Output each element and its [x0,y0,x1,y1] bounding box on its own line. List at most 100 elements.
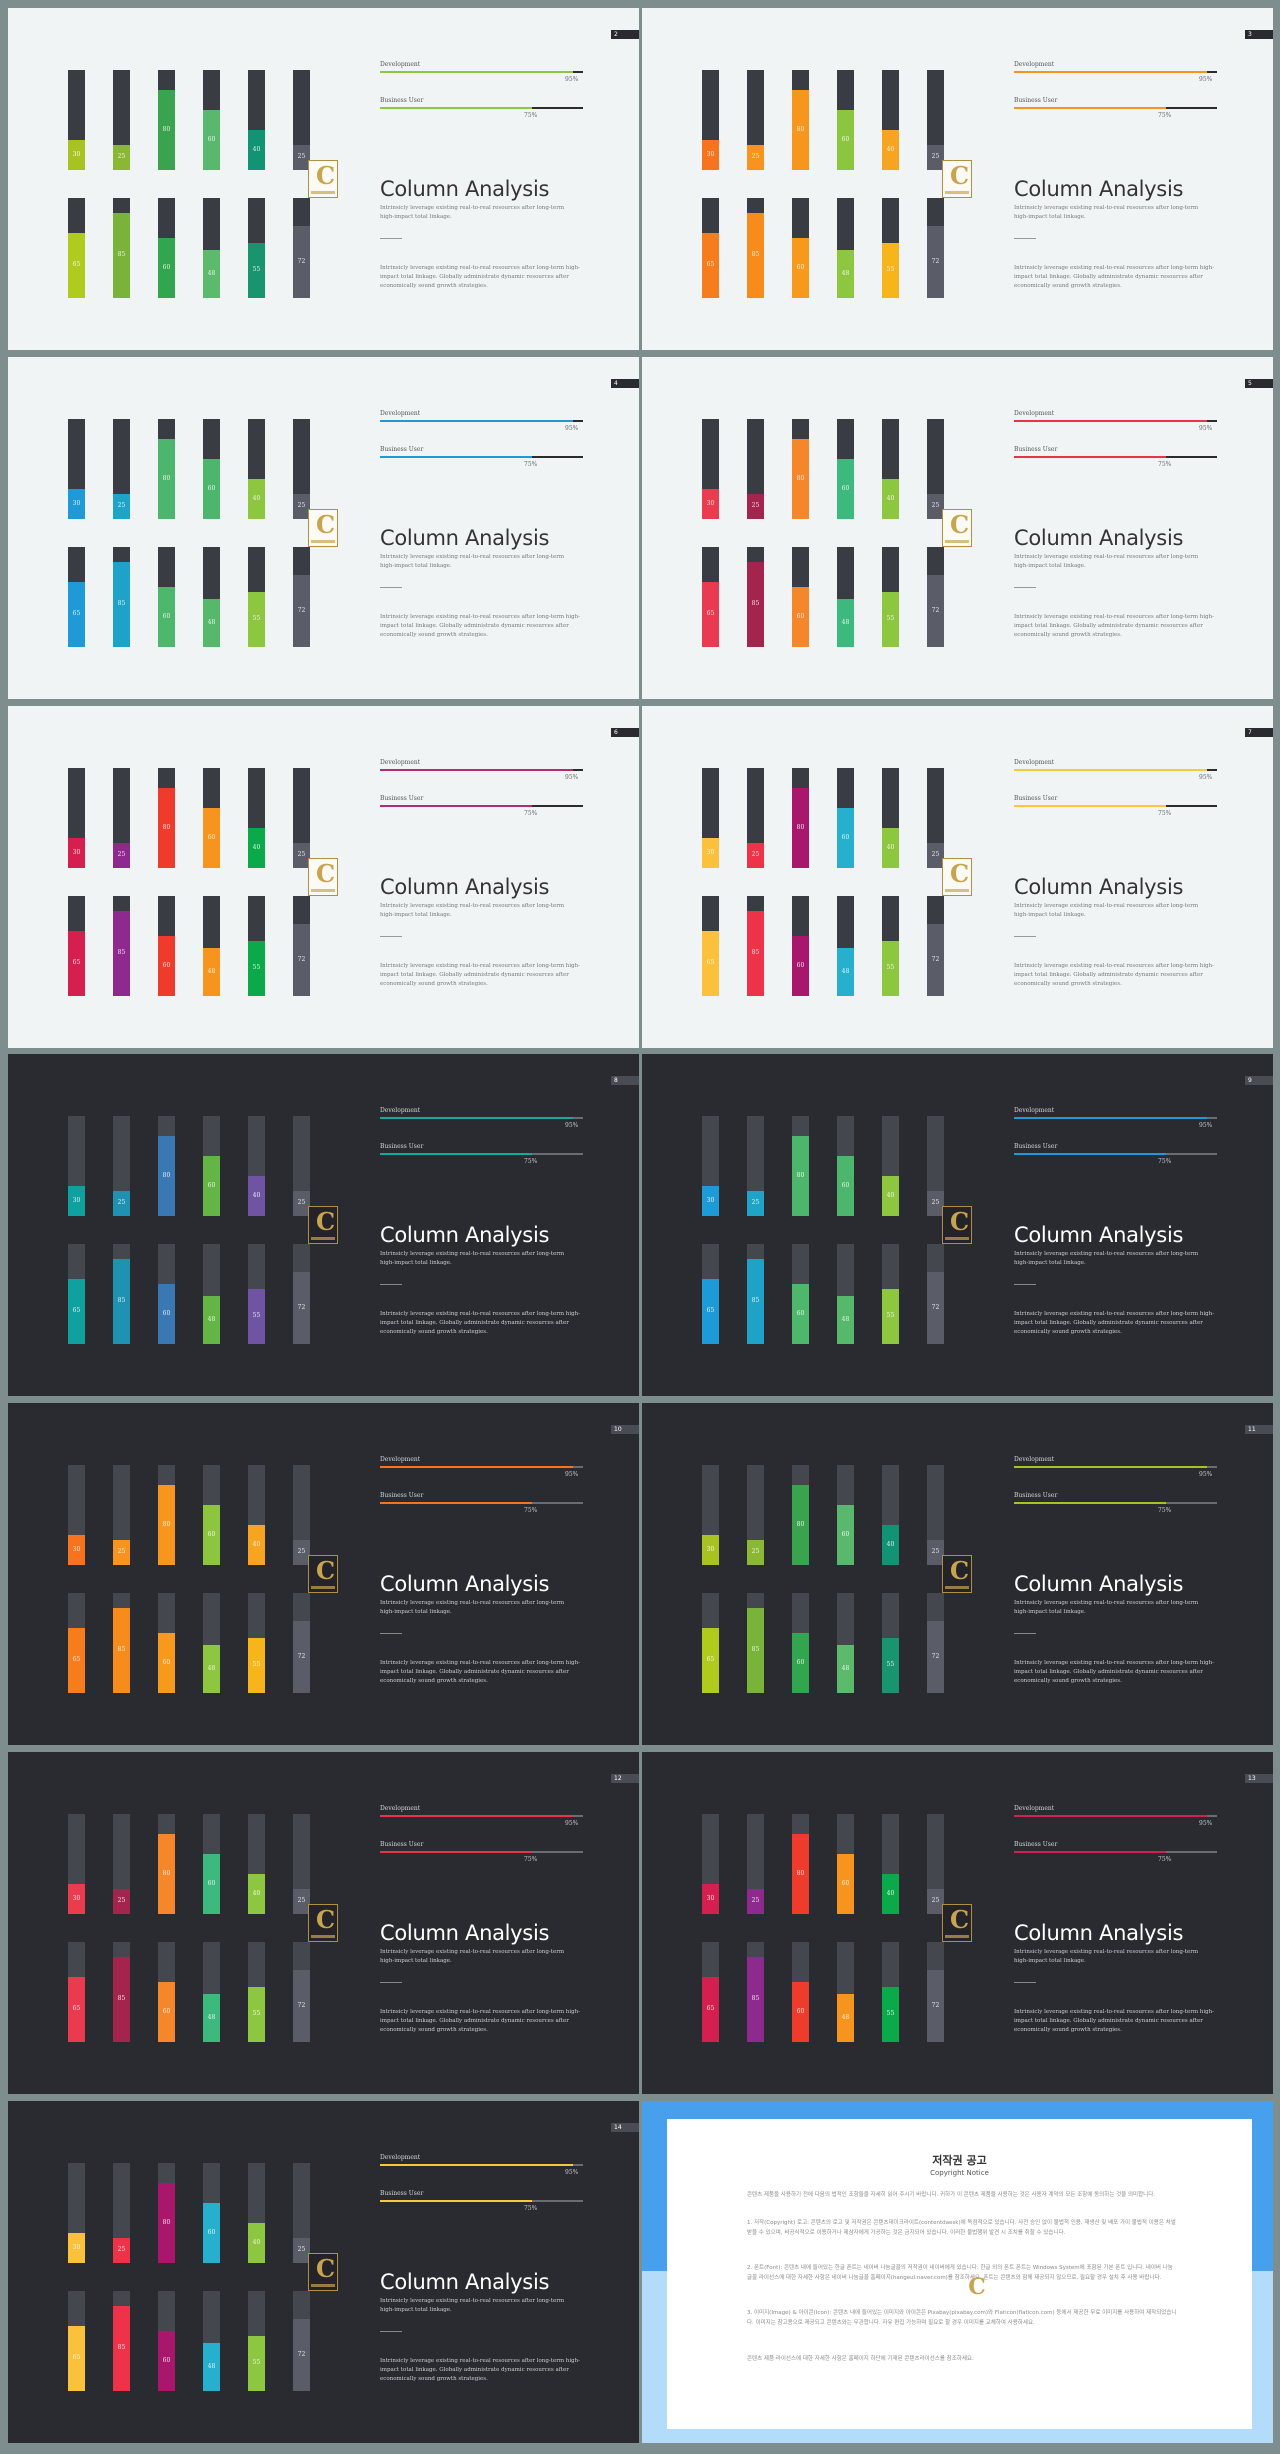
column-value-label: 65 [706,1656,715,1663]
column-value-label: 25 [751,1548,760,1555]
slide-10[interactable]: 10 30 25 80 60 40 25 65 85 60 48 55 72 C Development 95… [8,1403,639,1745]
logo-underline [311,1935,335,1938]
slide-12[interactable]: 12 30 25 80 60 40 25 65 85 60 48 55 72 C Development 95… [8,1752,639,2094]
progress-percent: 95% [1199,774,1213,781]
progress-fill [380,1502,533,1504]
column-value-label: 85 [117,949,126,956]
column-value-label: 40 [886,1541,895,1548]
slide-description: Intrinsicly leverage existing real-to-re… [380,2358,581,2382]
column-value-label: 65 [706,959,715,966]
bottom-column-1: 65 [68,2291,85,2391]
column-value-label: 60 [162,1310,171,1317]
slide-3[interactable]: 3 30 25 80 60 40 25 65 85 60 48 55 72 C Development 95%… [642,8,1273,350]
column-fill [68,1628,85,1693]
progress-fill [1014,1502,1167,1504]
progress-fill [1014,805,1167,807]
column-fill [882,243,899,298]
bottom-column-6: 72 [927,1942,944,2042]
slide-14[interactable]: 14 30 25 80 60 40 25 65 85 60 48 55 72 C Development 95… [8,2101,639,2443]
column-fill [248,828,265,868]
column-fill [113,1259,130,1344]
progress-percent: 75% [524,1507,538,1514]
progress-fill [1014,1851,1167,1853]
slide-13[interactable]: 13 30 25 80 60 40 25 65 85 60 48 55 72 C Development 95… [642,1752,1273,2094]
progress-percent: 75% [524,112,538,119]
column-value-label: 55 [252,2010,261,2017]
bottom-column-5: 55 [882,1244,899,1344]
column-value-label: 60 [796,1659,805,1666]
progress-fill [1014,1466,1207,1468]
progress-percent: 95% [565,1820,579,1827]
slide-11[interactable]: 11 30 25 80 60 40 25 65 85 60 48 55 72 C Development 95… [642,1403,1273,1745]
top-column-5: 40 [248,1465,265,1565]
top-column-6: 25 [927,768,944,868]
slide-subtitle: Intrinsicly leverage existing real-to-re… [380,1949,565,1964]
top-column-5: 40 [882,1116,899,1216]
slide-6[interactable]: 6 30 25 80 60 40 25 65 85 60 48 55 72 C Development 95%… [8,706,639,1048]
top-column-3: 80 [158,768,175,868]
column-fill [882,1874,899,1914]
slide-4[interactable]: 4 30 25 80 60 40 25 65 85 60 48 55 72 C Development 95%… [8,357,639,699]
top-column-1: 30 [68,1814,85,1914]
logo-underline [311,1237,335,1240]
column-value-label: 55 [252,964,261,971]
top-column-3: 80 [158,1116,175,1216]
column-value-label: 25 [117,153,126,160]
slide-7[interactable]: 7 30 25 80 60 40 25 65 85 60 48 55 72 C Development 95%… [642,706,1273,1048]
column-value-label: 48 [207,968,216,975]
copyright-paragraph: 콘텐츠 제품을 사용하기 전에 다음의 법적인 조항들을 자세히 읽어 주시기 … [747,2192,1156,2198]
column-value-label: 55 [886,964,895,971]
column-value-label: 60 [841,1531,850,1538]
column-value-label: 65 [72,959,81,966]
bottom-column-3: 60 [158,2291,175,2391]
page-number: 6 [611,728,639,737]
progress-percent: 95% [565,76,579,83]
slide-8[interactable]: 8 30 25 80 60 40 25 65 85 60 48 55 72 C Development 95%… [8,1054,639,1396]
column-fill [882,479,899,519]
progress-percent: 75% [1158,112,1172,119]
slide-5[interactable]: 5 30 25 80 60 40 25 65 85 60 48 55 72 C Development 95%… [642,357,1273,699]
column-fill [792,936,809,996]
column-fill [68,1977,85,2042]
column-fill [792,1136,809,1216]
logo-letter: C [950,161,970,190]
top-column-6: 25 [293,1814,310,1914]
column-value-label: 60 [162,264,171,271]
top-column-2: 25 [747,1814,764,1914]
column-fill [702,931,719,996]
column-value-label: 40 [252,1192,261,1199]
column-value-label: 25 [297,153,306,160]
column-value-label: 30 [72,2244,81,2251]
slide-subtitle: Intrinsicly leverage existing real-to-re… [380,903,565,918]
copyright-title: 저작권 공고 [932,2154,987,2167]
slide-2[interactable]: 2 30 25 80 60 40 25 65 85 60 48 55 72 C Development 95%… [8,8,639,350]
column-value-label: 85 [751,1297,760,1304]
progress-track [1014,769,1217,771]
column-value-label: 48 [841,619,850,626]
slide-description: Intrinsicly leverage existing real-to-re… [1014,963,1215,987]
column-fill [927,145,944,170]
top-column-1: 30 [68,768,85,868]
column-fill [293,2319,310,2391]
slide-9[interactable]: 9 30 25 80 60 40 25 65 85 60 48 55 72 C Development 95%… [642,1054,1273,1396]
progress-percent: 95% [565,1122,579,1129]
column-value-label: 80 [162,1172,171,1179]
bottom-column-4: 48 [203,896,220,996]
progress-track [380,420,583,422]
slide-description: Intrinsicly leverage existing real-to-re… [380,1311,581,1335]
slide-description: Intrinsicly leverage existing real-to-re… [1014,1660,1215,1684]
column-value-label: 30 [72,151,81,158]
copyright-paragraph: 2. 폰트(Font): 콘텐츠 내에 들어있는 한글 폰트는 네이버 나눔글꼴… [747,2265,1173,2281]
column-value-label: 85 [751,1646,760,1653]
progress-percent: 95% [1199,425,1213,432]
top-column-2: 25 [747,1116,764,1216]
slide-title: Column Analysis [1014,1572,1184,1596]
column-value-label: 60 [796,264,805,271]
column-fill [747,1889,764,1914]
column-fill [248,243,265,298]
slide-subtitle: Intrinsicly leverage existing real-to-re… [1014,1251,1199,1266]
column-fill [747,1957,764,2042]
slide-copyright[interactable]: 저작권 공고 Copyright Notice 콘텐츠 제품을 사용하기 전에 다음… [642,2101,1273,2443]
bottom-column-5: 55 [248,1942,265,2042]
progress-percent: 75% [1158,461,1172,468]
